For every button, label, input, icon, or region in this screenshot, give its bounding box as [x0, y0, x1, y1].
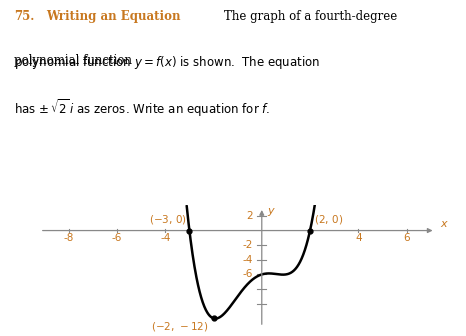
Text: $(-2,\,-12)$: $(-2,\,-12)$ — [151, 320, 209, 333]
Text: 4: 4 — [355, 233, 362, 243]
Text: $(-3,\,0)$: $(-3,\,0)$ — [149, 213, 187, 226]
Text: 6: 6 — [403, 233, 410, 243]
Text: -6: -6 — [112, 233, 122, 243]
Text: polynomial function $y = f(x)$ is shown.  The equation: polynomial function $y = f(x)$ is shown.… — [14, 54, 320, 71]
Text: has $\pm\,\sqrt{2}\,i$ as zeros. Write an equation for $f$.: has $\pm\,\sqrt{2}\,i$ as zeros. Write a… — [14, 97, 270, 119]
Text: Writing an Equation: Writing an Equation — [47, 10, 181, 23]
Text: polynomial function: polynomial function — [14, 54, 136, 67]
Text: $(2,\,0)$: $(2,\,0)$ — [314, 213, 343, 226]
Text: -6: -6 — [242, 269, 253, 280]
Text: 2: 2 — [246, 211, 253, 221]
Text: $y$: $y$ — [267, 206, 275, 218]
Text: 75.: 75. — [14, 10, 34, 23]
Text: -4: -4 — [160, 233, 171, 243]
Text: -2: -2 — [242, 240, 253, 250]
Text: The graph of a fourth-degree: The graph of a fourth-degree — [224, 10, 397, 23]
Text: -8: -8 — [64, 233, 74, 243]
Text: $x$: $x$ — [440, 219, 449, 229]
Text: -4: -4 — [242, 255, 253, 265]
